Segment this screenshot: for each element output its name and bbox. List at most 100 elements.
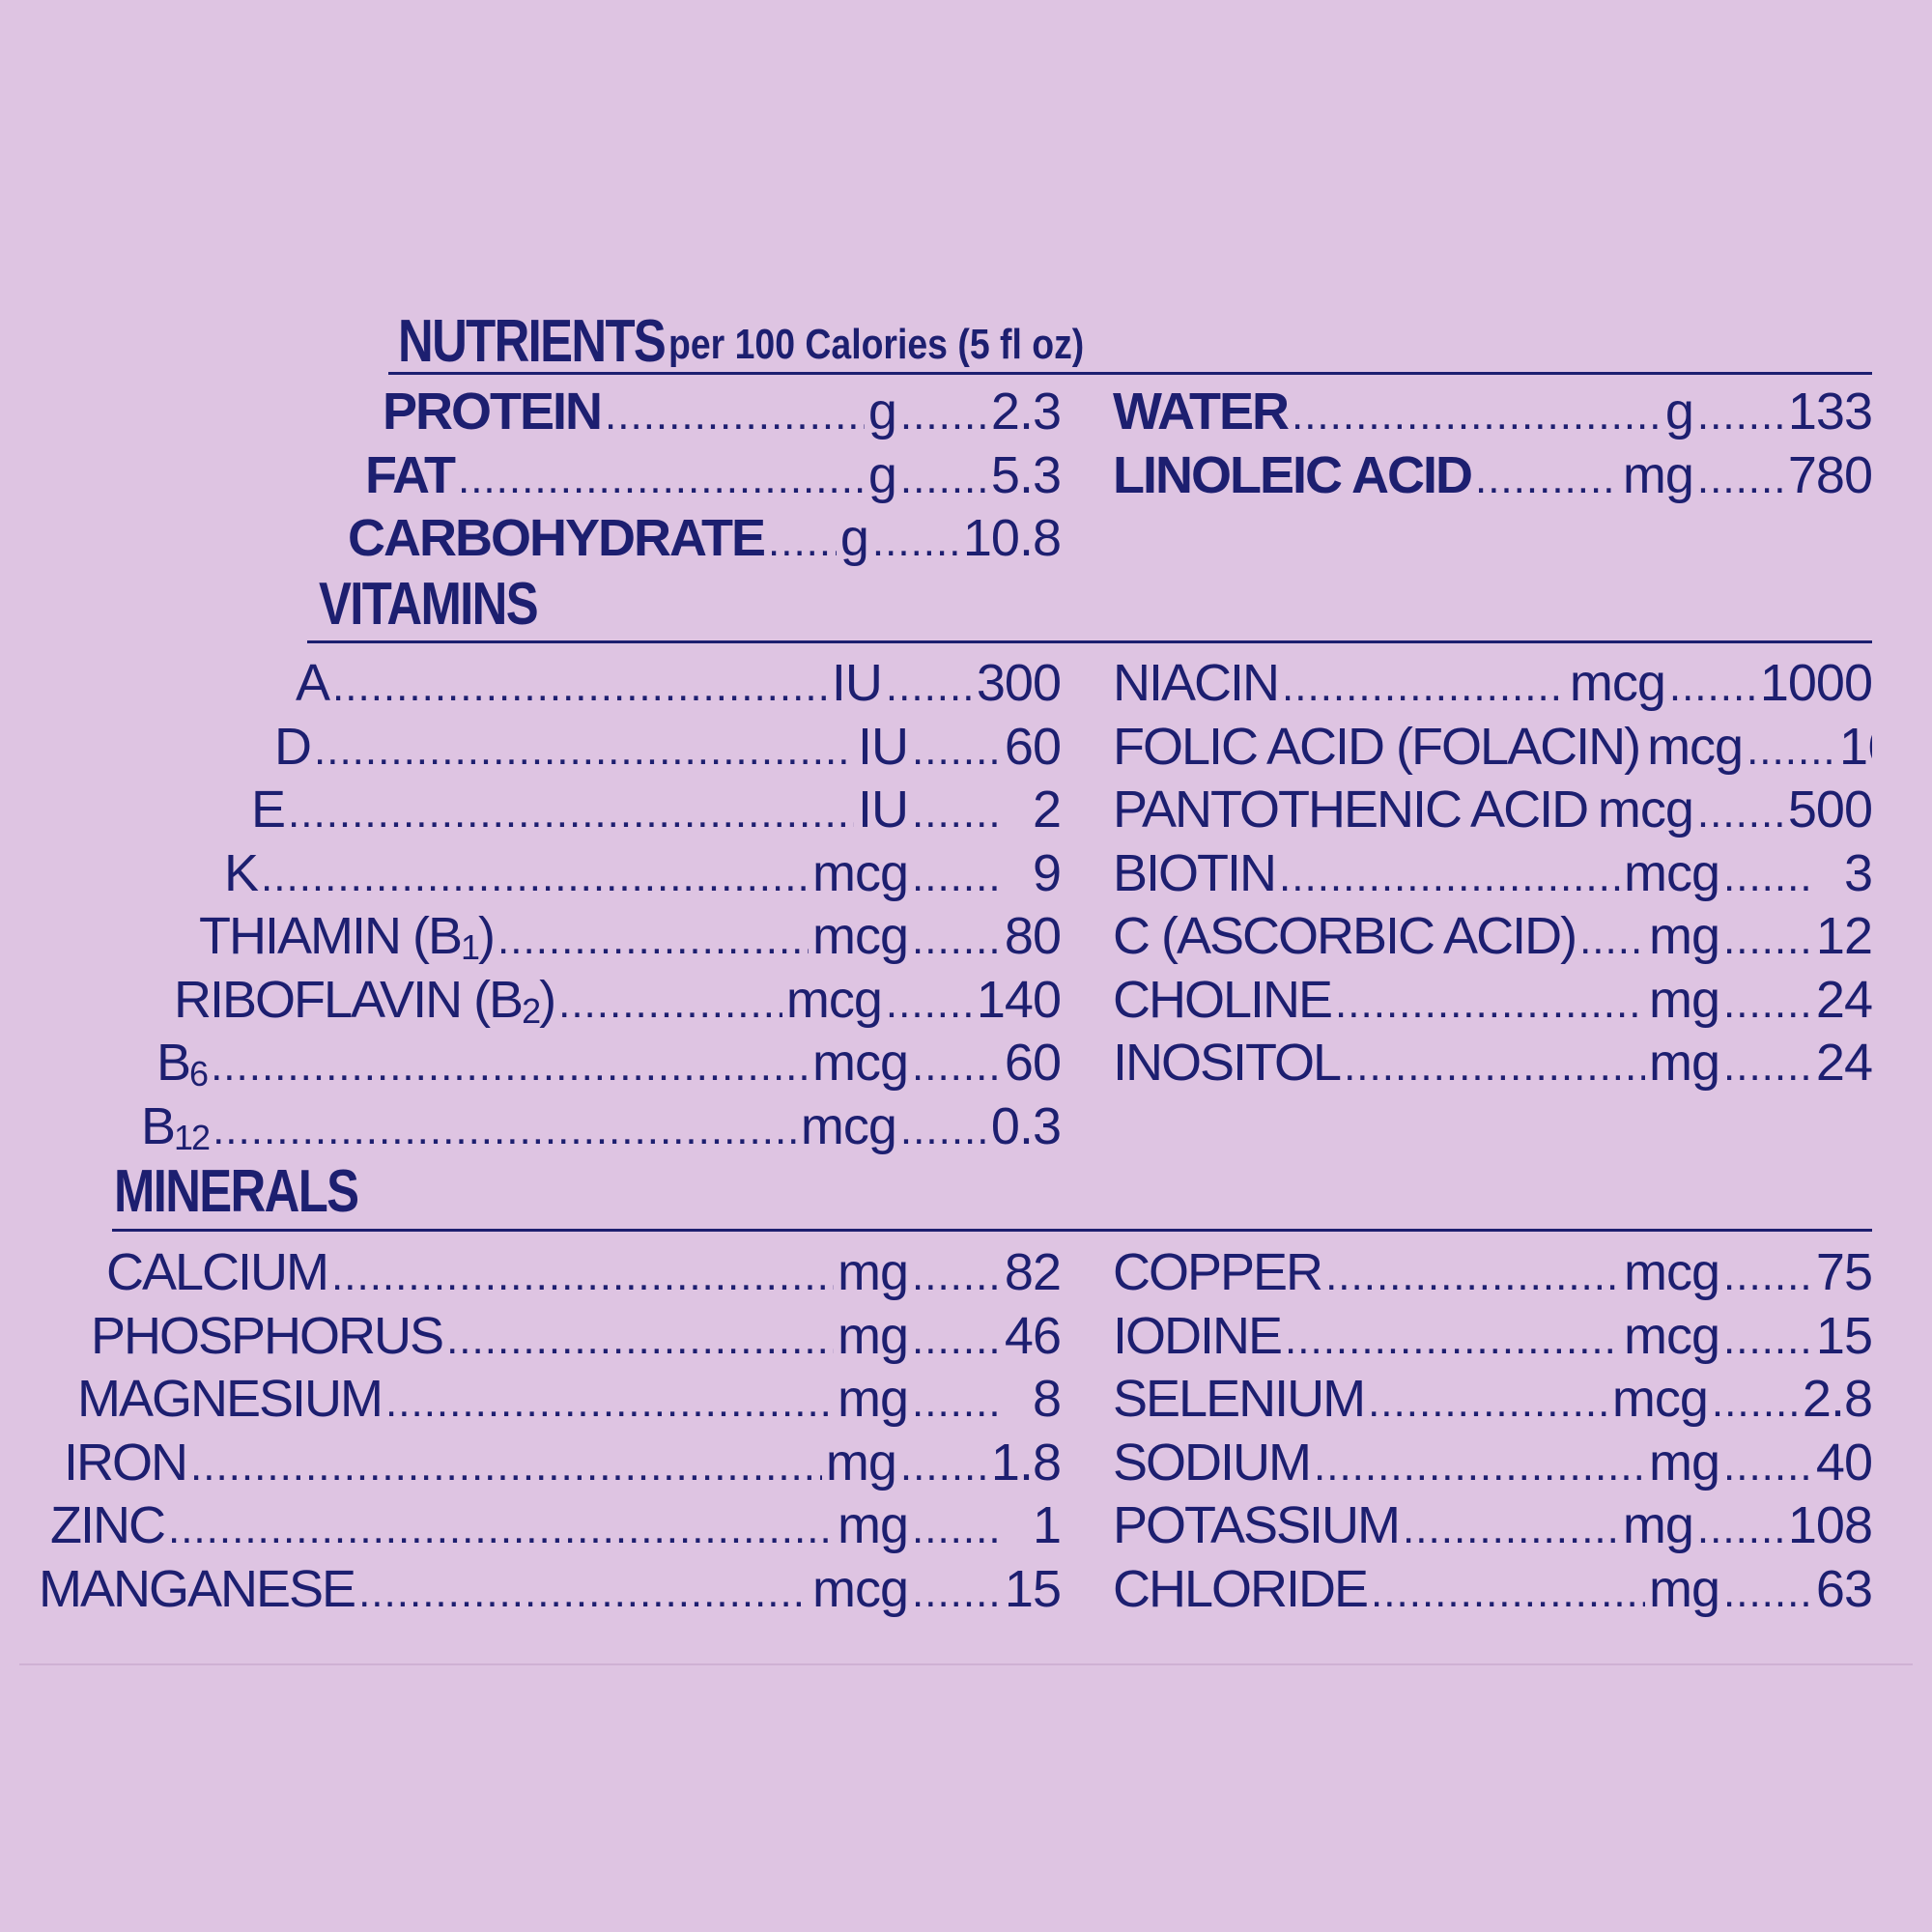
nutrient-row: C (ASCORBIC ACID) mg 12 [1113, 906, 1872, 966]
leader-dots [1475, 449, 1619, 505]
nutrient-unit: mcg [811, 907, 909, 965]
leader-dots [900, 385, 987, 441]
nutrient-row: FAT g 5.3 [365, 445, 1061, 505]
title-rule [388, 372, 1872, 375]
nutrient-unit: mg [1648, 1433, 1720, 1492]
nutrient-unit: mcg [811, 843, 909, 902]
nutrient-value: 300 [976, 654, 1061, 712]
leader-dots [912, 1037, 999, 1093]
nutrient-name: A [296, 654, 330, 712]
leader-dots [912, 721, 999, 777]
nutrient-name: FOLIC ACID (FOLACIN) [1113, 717, 1641, 776]
nutrient-unit: mcg [1623, 843, 1720, 902]
leader-dots [912, 783, 999, 839]
nutrient-unit: IU [858, 781, 909, 838]
nutrient-row: CHLORIDE mg 63 [1113, 1559, 1872, 1619]
nutrient-name: C (ASCORBIC ACID) [1113, 907, 1577, 965]
nutrient-row: RIBOFLAVIN (B2) mcg 140 [174, 970, 1061, 1030]
nutrient-unit: mg [1648, 1559, 1720, 1618]
nutrient-value: 80 [1004, 907, 1061, 965]
nutrient-subscript: 1 [461, 927, 480, 966]
nutrient-name: PHOSPHORUS [91, 1306, 444, 1365]
nutrient-value: 82 [1004, 1243, 1061, 1301]
nutrient-value: 1000 [1759, 654, 1872, 712]
leader-dots [886, 657, 973, 713]
leader-dots [912, 1373, 999, 1429]
nutrient-name: ZINC [50, 1496, 166, 1554]
nutrient-value: 40 [1815, 1433, 1872, 1492]
leader-dots [1723, 974, 1810, 1030]
nutrient-value: 2.8 [1802, 1370, 1872, 1428]
nutrient-value: 780 [1787, 445, 1872, 504]
nutrient-value: 75 [1815, 1243, 1872, 1301]
vitamins-heading: VITAMINS [319, 571, 539, 638]
nutrient-row: SODIUM mg 40 [1113, 1433, 1872, 1492]
nutrient-name: E [251, 781, 286, 838]
nutrient-name: FAT [365, 445, 456, 504]
nutrient-unit: mg [837, 1496, 909, 1554]
nutrient-value: 108 [1787, 1496, 1872, 1554]
nutrient-row: NIACIN mcg 1000 [1113, 653, 1872, 713]
nutrient-unit: mcg [1623, 1243, 1720, 1301]
nutrient-name: WATER [1113, 383, 1290, 440]
leader-dots [190, 1436, 822, 1492]
leader-dots [1371, 1563, 1645, 1619]
minerals-heading: MINERALS [114, 1158, 359, 1225]
leader-dots [1403, 1499, 1619, 1555]
nutrient-row: B6 mcg 60 [156, 1033, 1061, 1093]
leader-dots [1697, 1499, 1784, 1555]
nutrient-value: 1 [1032, 1496, 1061, 1554]
nutrient-value: 63 [1815, 1559, 1872, 1618]
leader-dots [385, 1373, 834, 1429]
nutrient-unit: IU [831, 654, 883, 712]
nutrient-unit: mg [825, 1433, 897, 1492]
nutrient-name: SODIUM [1113, 1433, 1312, 1492]
nutrient-value: 2.3 [990, 383, 1061, 440]
nutrients-title: NUTRIENTS per 100 Calories (5 fl oz) [398, 307, 1084, 376]
leader-dots [168, 1499, 834, 1555]
nutrient-unit: mg [1648, 970, 1720, 1029]
leader-dots [558, 974, 782, 1030]
nutrient-name: CALCIUM [106, 1243, 329, 1301]
leader-dots [1335, 974, 1645, 1030]
leader-dots [912, 1310, 999, 1366]
leader-dots [1697, 385, 1784, 441]
leader-dots [912, 910, 999, 966]
nutrient-row: PROTEIN g 2.3 [383, 382, 1061, 441]
nutrient-unit: mcg [811, 1034, 909, 1092]
nutrient-row: POTASSIUM mg 108 [1113, 1495, 1872, 1555]
nutrient-name: MAGNESIUM [77, 1370, 384, 1428]
nutrient-row: B12 mcg 0.3 [141, 1096, 1061, 1156]
leader-dots [1697, 783, 1784, 839]
nutrient-value: 2 [1032, 781, 1061, 838]
nutrient-unit: g [839, 509, 869, 567]
nutrient-row: FOLIC ACID (FOLACIN)mcg 16 [1113, 717, 1872, 777]
leader-dots [331, 1246, 834, 1302]
nutrient-row: D IU 60 [274, 717, 1061, 777]
nutrient-subscript: 2 [522, 990, 541, 1030]
nutrient-value: 9 [1032, 843, 1061, 902]
nutrient-value: 15 [1004, 1559, 1061, 1618]
nutrient-name: THIAMIN (B1) [199, 907, 496, 966]
nutrient-row: SELENIUM mcg 2.8 [1113, 1369, 1872, 1429]
nutrient-name: B12 [141, 1096, 211, 1156]
leader-dots [446, 1310, 834, 1366]
leader-dots [213, 1100, 797, 1156]
nutrient-name: CHLORIDE [1113, 1559, 1369, 1618]
nutrient-row: MANGANESE mcg 15 [39, 1559, 1061, 1619]
leader-dots [458, 449, 865, 505]
nutrient-unit: mg [1622, 445, 1694, 504]
nutrient-value: 8 [1032, 1370, 1061, 1428]
nutrient-unit: mg [837, 1370, 909, 1428]
leader-dots [1747, 721, 1833, 777]
nutrient-name: COPPER [1113, 1243, 1323, 1301]
nutrient-row: Kmcg 9 [224, 843, 1061, 903]
nutrient-row: IODINE mcg 15 [1113, 1306, 1872, 1366]
nutrient-name: NIACIN [1113, 654, 1280, 712]
nutrient-value: 3 [1843, 843, 1872, 902]
leader-dots [912, 1563, 999, 1619]
leader-dots [605, 385, 865, 441]
nutrient-row: CHOLINE mg 24 [1113, 970, 1872, 1030]
leader-dots [1723, 910, 1810, 966]
leader-dots [1723, 1436, 1810, 1492]
